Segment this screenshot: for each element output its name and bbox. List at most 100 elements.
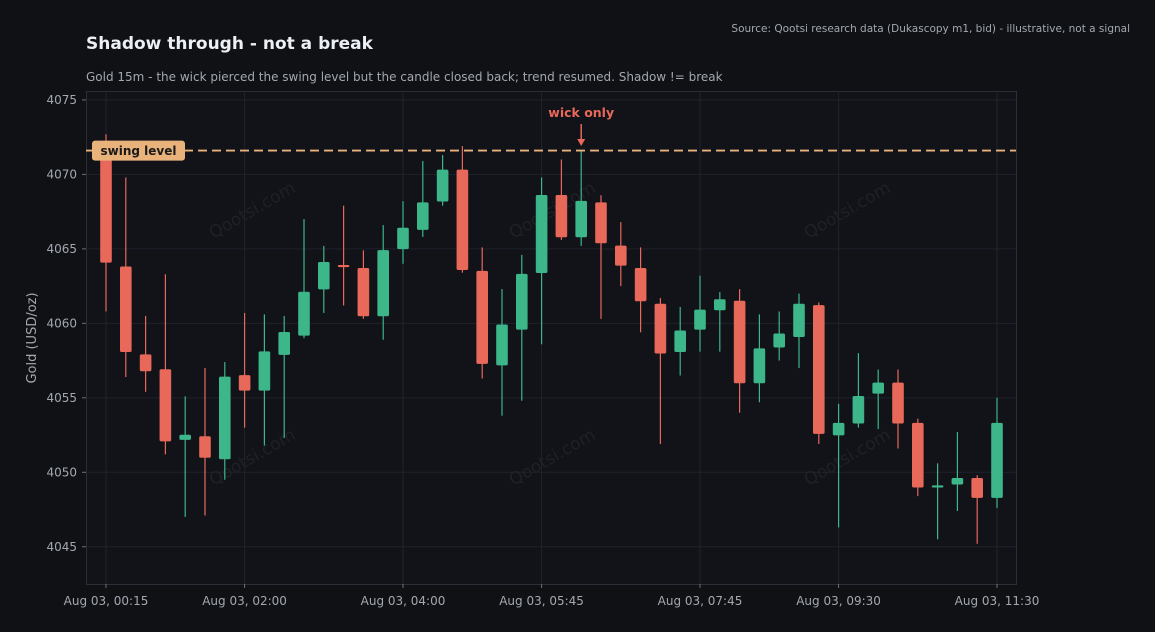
chart-title: Shadow through - not a break bbox=[86, 34, 373, 54]
candle-body bbox=[278, 331, 291, 355]
candle bbox=[377, 225, 390, 340]
candle-body bbox=[120, 266, 132, 352]
candle bbox=[100, 134, 112, 312]
candle-body bbox=[515, 273, 528, 330]
candle-body bbox=[337, 264, 350, 268]
candle bbox=[971, 475, 984, 544]
candle bbox=[694, 275, 706, 352]
candle bbox=[733, 289, 746, 413]
candles bbox=[100, 134, 1003, 544]
candle bbox=[337, 205, 350, 306]
candle-body bbox=[832, 422, 845, 436]
candle bbox=[139, 315, 152, 392]
candle bbox=[357, 250, 370, 319]
candle-body bbox=[159, 369, 172, 442]
y-tick-label: 4065 bbox=[46, 242, 77, 256]
candle-body bbox=[634, 267, 647, 302]
candle bbox=[595, 195, 607, 319]
x-tick-label: Aug 03, 09:30 bbox=[796, 594, 881, 608]
candle bbox=[219, 362, 231, 480]
candle-body bbox=[100, 150, 112, 263]
candle-body bbox=[258, 351, 271, 391]
candle-body bbox=[179, 434, 191, 440]
candle bbox=[258, 314, 271, 446]
candle bbox=[476, 247, 489, 379]
x-tick-label: Aug 03, 11:30 bbox=[955, 594, 1040, 608]
candle-body bbox=[614, 245, 627, 266]
candle bbox=[317, 245, 330, 313]
candle bbox=[535, 177, 548, 345]
candle-body bbox=[733, 300, 746, 384]
candle bbox=[674, 306, 687, 376]
y-tick-label: 4050 bbox=[46, 465, 77, 479]
candle-body bbox=[753, 348, 766, 384]
candle bbox=[199, 368, 211, 516]
candle bbox=[436, 155, 449, 206]
candle-body bbox=[951, 477, 964, 485]
y-axis-label: Gold (USD/oz) bbox=[25, 292, 40, 383]
annotation-text: wick only bbox=[548, 105, 614, 120]
candle-body bbox=[931, 485, 944, 488]
candle bbox=[555, 159, 568, 240]
candle bbox=[753, 314, 766, 403]
candle-body bbox=[219, 376, 231, 460]
candle-body bbox=[575, 200, 588, 238]
candle bbox=[515, 254, 528, 401]
candle bbox=[179, 396, 191, 517]
candle-body bbox=[476, 270, 489, 364]
candle bbox=[159, 274, 172, 455]
candle bbox=[456, 146, 469, 273]
source-note: Source: Qootsi research data (Dukascopy … bbox=[731, 23, 1130, 35]
x-tick-label: Aug 03, 07:45 bbox=[658, 594, 743, 608]
candle bbox=[120, 177, 132, 377]
candle-body bbox=[416, 202, 429, 230]
candle bbox=[991, 397, 1003, 509]
x-tick-label: Aug 03, 04:00 bbox=[361, 594, 446, 608]
candle-body bbox=[595, 202, 607, 244]
candle-body bbox=[654, 303, 667, 354]
candle-body bbox=[238, 375, 251, 391]
candle bbox=[852, 353, 865, 428]
candle bbox=[951, 432, 964, 512]
candle-body bbox=[377, 250, 390, 317]
candle bbox=[713, 292, 726, 352]
candle-body bbox=[674, 330, 687, 352]
candle-body bbox=[852, 396, 865, 424]
annotation-group: wick only bbox=[548, 105, 614, 146]
annotation-arrow-head bbox=[577, 139, 586, 146]
x-axis: Aug 03, 00:15 Aug 03, 02:00 Aug 03, 04:00 A… bbox=[64, 584, 1040, 608]
candle bbox=[654, 298, 667, 444]
candle-body bbox=[139, 354, 152, 372]
candle-body bbox=[496, 324, 508, 366]
candle bbox=[614, 222, 627, 287]
candle bbox=[238, 312, 251, 428]
candle bbox=[793, 293, 805, 369]
y-tick-label: 4045 bbox=[46, 540, 77, 554]
candle bbox=[832, 403, 845, 528]
candle-body bbox=[713, 299, 726, 311]
candle bbox=[634, 247, 647, 333]
y-tick-label: 4075 bbox=[46, 93, 77, 107]
candle bbox=[278, 315, 291, 439]
plot-area bbox=[86, 91, 1017, 585]
candle bbox=[397, 201, 409, 264]
candle-body bbox=[199, 436, 211, 458]
y-tick-label: 4070 bbox=[46, 167, 77, 181]
candle-body bbox=[872, 382, 885, 394]
candle bbox=[812, 302, 825, 444]
candle-body bbox=[397, 227, 409, 250]
candle-body bbox=[436, 169, 449, 202]
chart-subtitle: Gold 15m - the wick pierced the swing le… bbox=[86, 70, 723, 84]
x-tick-label: Aug 03, 00:15 bbox=[64, 594, 149, 608]
candle-body bbox=[298, 291, 310, 336]
candle bbox=[575, 150, 588, 246]
candle bbox=[298, 219, 310, 339]
candle-body bbox=[535, 194, 548, 274]
candle bbox=[931, 463, 944, 540]
candle-body bbox=[911, 422, 924, 488]
candle-body bbox=[357, 267, 370, 317]
candle bbox=[892, 369, 904, 449]
candle-body bbox=[812, 305, 825, 434]
candle-body bbox=[991, 422, 1003, 498]
